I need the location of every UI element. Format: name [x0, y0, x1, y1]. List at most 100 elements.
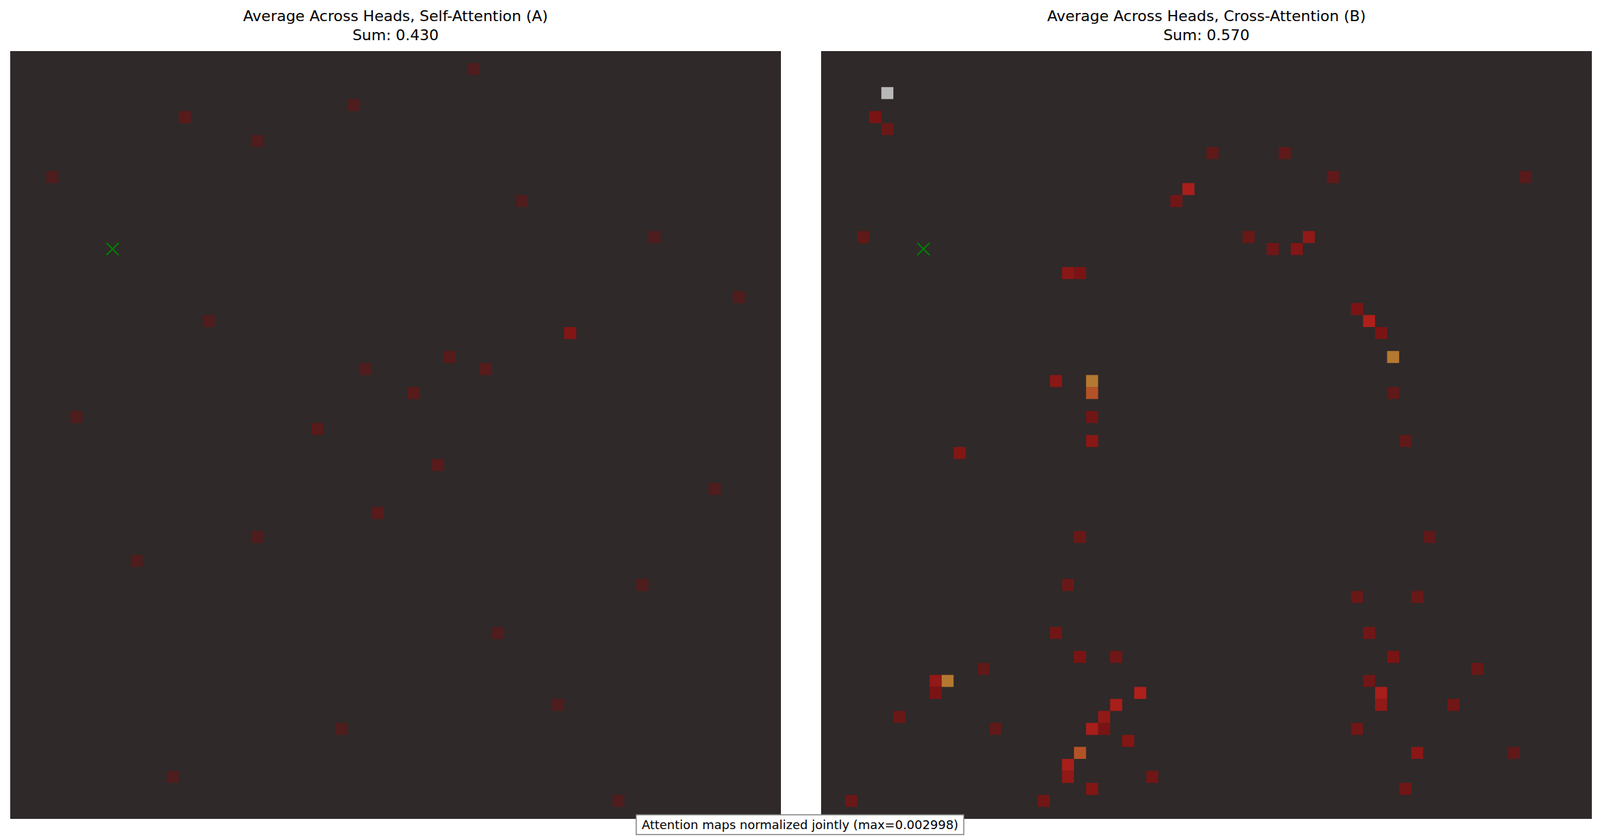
- heatmap-cell: [1073, 267, 1087, 280]
- heatmap-cell: [857, 231, 870, 244]
- heatmap-cell: [1519, 171, 1532, 184]
- heatmap-cell: [347, 98, 360, 112]
- heatmap-cell: [432, 459, 445, 472]
- heatmap-cell: [1351, 590, 1364, 604]
- heatmap-cell: [1206, 147, 1220, 160]
- heatmap-cell: [881, 87, 894, 100]
- heatmap-cell: [893, 711, 906, 724]
- heatmap-cell: [1351, 303, 1364, 316]
- heatmap-cell: [335, 722, 348, 736]
- heatmap-cell: [1061, 267, 1074, 280]
- query-marker: [106, 243, 119, 256]
- heatmap-cell: [1097, 722, 1111, 736]
- heatmap-cell: [929, 686, 942, 700]
- heatmap-cell: [46, 171, 59, 184]
- heatmap-cell: [311, 423, 324, 436]
- query-marker: [917, 243, 930, 256]
- heatmap-cell: [1471, 663, 1484, 676]
- heatmap-cell: [491, 626, 505, 640]
- cells: [46, 63, 745, 808]
- heatmap-cell: [1387, 650, 1400, 664]
- heatmap-cell: [1507, 746, 1520, 760]
- heatmap-cell: [1302, 231, 1316, 244]
- heatmap-cell: [250, 134, 264, 148]
- annotation: Attention maps normalized jointly (max=0…: [636, 814, 965, 835]
- heatmap-cell: [1375, 699, 1388, 712]
- heatmap-cell: [1110, 699, 1123, 712]
- heatmap-cell: [564, 327, 577, 340]
- heatmap-cell: [1050, 626, 1063, 640]
- heatmap-cell: [953, 447, 966, 460]
- heatmap-cell: [1050, 374, 1063, 388]
- panel-subtitle: Sum: 0.570: [1163, 26, 1250, 44]
- heatmap-cell: [479, 363, 492, 376]
- heatmap-cell: [1387, 387, 1400, 400]
- heatmap-cell: [1146, 771, 1159, 784]
- plot-area: [821, 51, 1592, 820]
- panel: [10, 51, 781, 820]
- heatmap-cell: [929, 675, 942, 688]
- heatmap-cell: [1086, 722, 1099, 736]
- heatmap-cell: [1290, 243, 1303, 256]
- heatmap-cell: [1061, 579, 1074, 592]
- heatmap-cell: [1097, 711, 1111, 724]
- heatmap-cell: [1086, 374, 1099, 388]
- heatmap-cell: [359, 363, 372, 376]
- heatmap-cell: [941, 675, 955, 688]
- heatmap-cell: [1061, 771, 1074, 784]
- heatmap-cell: [1170, 194, 1183, 208]
- figure: Average Across Heads, Self-Attention (A)…: [0, 0, 1600, 840]
- heatmap-cell: [612, 795, 625, 808]
- heatmap-cell: [407, 387, 420, 400]
- heatmap-cell: [1423, 530, 1436, 544]
- panel: [821, 51, 1592, 820]
- heatmap-cell: [844, 795, 858, 808]
- heatmap-cell: [1326, 171, 1340, 184]
- cells: [844, 87, 1532, 808]
- heatmap-cell: [977, 663, 991, 676]
- heatmap-cell: [1122, 735, 1135, 748]
- heatmap-cell: [1447, 699, 1460, 712]
- plot-area: [10, 51, 781, 820]
- heatmap-cell: [869, 111, 882, 124]
- annotation-box: [636, 814, 965, 835]
- heatmap-cell: [1398, 435, 1412, 448]
- annotation-text: Attention maps normalized jointly (max=0…: [641, 817, 959, 833]
- heatmap-cell: [1362, 675, 1376, 688]
- panel-subtitle: Sum: 0.430: [352, 26, 439, 44]
- heatmap-cell: [881, 123, 894, 136]
- heatmap-cell: [166, 771, 180, 784]
- heatmap-cell: [1086, 435, 1099, 448]
- heatmap-cell: [1110, 650, 1123, 664]
- heatmap-cell: [1073, 650, 1087, 664]
- heatmap-cell: [636, 579, 649, 592]
- heatmap-cell: [1182, 183, 1195, 196]
- heatmap-cell: [203, 314, 216, 328]
- heatmap-cell: [1411, 590, 1424, 604]
- heatmap-cell: [1398, 782, 1412, 796]
- heatmap-cell: [250, 530, 264, 544]
- heatmap-cell: [1133, 686, 1147, 700]
- heatmap-cell: [468, 63, 481, 76]
- heatmap-cell: [1073, 530, 1087, 544]
- heatmap-cell: [1411, 746, 1424, 760]
- heatmap-cell: [1362, 314, 1376, 328]
- heatmap-cell: [708, 483, 721, 496]
- heatmap-cell: [1086, 782, 1099, 796]
- heatmap-cell: [1061, 759, 1074, 772]
- heatmap-cell: [1351, 722, 1364, 736]
- heatmap-cell: [371, 506, 384, 520]
- heatmap-cell: [1266, 243, 1280, 256]
- heatmap-cell: [1362, 626, 1376, 640]
- heatmap-cell: [1073, 746, 1087, 760]
- panel-title: Average Across Heads, Self-Attention (A): [243, 7, 548, 25]
- heatmap-cell: [515, 194, 529, 208]
- heatmap-cell: [1086, 410, 1099, 424]
- heatmap-cell: [1279, 147, 1292, 160]
- heatmap-cell: [732, 290, 745, 304]
- heatmap-cell: [551, 699, 565, 712]
- heatmap-cell: [1387, 350, 1400, 364]
- heatmap-cell: [648, 231, 661, 244]
- heatmap-cell: [70, 410, 83, 424]
- heatmap-cell: [1375, 327, 1388, 340]
